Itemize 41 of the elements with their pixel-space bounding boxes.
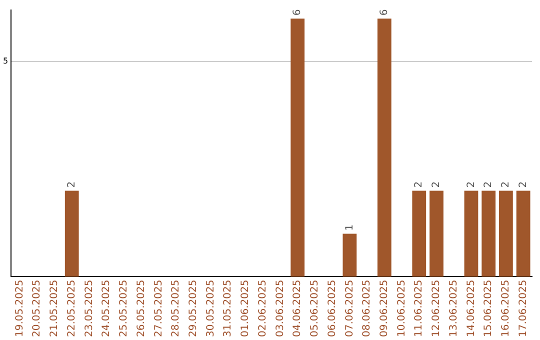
x-tick-label: 06.06.2025 bbox=[326, 280, 338, 338]
x-tick-label: 09.06.2025 bbox=[379, 280, 390, 338]
x-tick-label: 23.05.2025 bbox=[84, 280, 95, 338]
x-tick-label: 11.06.2025 bbox=[414, 280, 425, 338]
data-label: 2 bbox=[500, 181, 512, 188]
data-label: 6 bbox=[292, 9, 304, 16]
x-tick-label: 13.06.2025 bbox=[448, 280, 460, 338]
x-tick-label: 07.06.2025 bbox=[344, 280, 356, 338]
x-tick-label: 21.05.2025 bbox=[49, 280, 60, 338]
x-tick-label: 01.06.2025 bbox=[240, 280, 252, 338]
y-tick-label: 5 bbox=[2, 56, 8, 66]
x-tick-label: 15.06.2025 bbox=[483, 280, 494, 338]
x-tick-label: 10.06.2025 bbox=[396, 280, 408, 338]
x-tick-label: 16.06.2025 bbox=[500, 280, 512, 338]
data-label: 6 bbox=[379, 9, 390, 16]
x-tick-label: 05.06.2025 bbox=[310, 280, 321, 338]
data-label: 2 bbox=[483, 181, 494, 188]
data-label: 2 bbox=[431, 181, 442, 188]
x-tick-label: 03.06.2025 bbox=[274, 280, 286, 338]
x-tick-label: 25.05.2025 bbox=[118, 280, 130, 338]
x-tick-label: 14.06.2025 bbox=[466, 280, 477, 338]
data-label: 2 bbox=[414, 181, 425, 188]
x-tick-label: 30.05.2025 bbox=[205, 280, 216, 338]
x-tick-label: 28.05.2025 bbox=[170, 280, 182, 338]
x-tick-label: 29.05.2025 bbox=[188, 280, 199, 338]
x-tick-label: 02.06.2025 bbox=[257, 280, 268, 338]
x-tick-label: 19.05.2025 bbox=[14, 280, 26, 338]
x-tick-label: 22.05.2025 bbox=[66, 280, 78, 338]
data-label: 2 bbox=[466, 181, 477, 188]
x-tick-label: 26.05.2025 bbox=[136, 280, 147, 338]
x-tick-label: 08.06.2025 bbox=[362, 280, 373, 338]
x-tick-label: 04.06.2025 bbox=[292, 280, 304, 338]
data-label: 2 bbox=[518, 181, 529, 188]
x-tick-label: 24.05.2025 bbox=[101, 280, 112, 338]
data-label: 1 bbox=[344, 224, 356, 231]
x-tick-label: 27.05.2025 bbox=[153, 280, 164, 338]
x-tick-label: 17.06.2025 bbox=[518, 280, 529, 338]
data-label: 2 bbox=[66, 181, 78, 188]
x-tick-label: 31.05.2025 bbox=[222, 280, 234, 338]
x-tick-label: 20.05.2025 bbox=[32, 280, 43, 338]
x-tick-label: 12.06.2025 bbox=[431, 280, 442, 338]
